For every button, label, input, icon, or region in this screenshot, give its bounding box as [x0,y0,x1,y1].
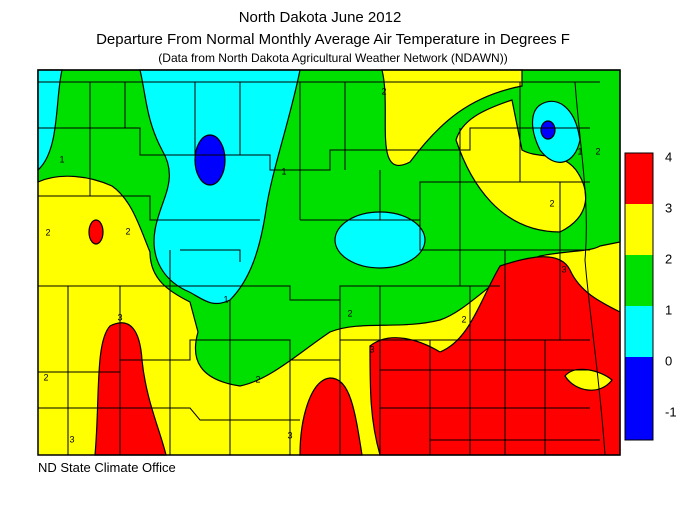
contour-label: 1 [59,154,64,164]
region-red-southeast [369,256,621,456]
region-cyan-northwest [37,69,63,172]
contour-label: 2 [43,372,48,382]
legend-band [625,153,653,204]
legend-tick-label: 4 [665,149,672,164]
legend-tick-label: 2 [665,251,672,266]
contour-label: 1 [577,146,582,156]
region-red-southwest [94,322,167,456]
region-blue-small [540,120,556,140]
contour-label: 2 [595,146,600,156]
contour-label: 2 [45,227,50,237]
contour-label: 1 [281,166,286,176]
legend: 4 3 2 1 0 -1 [624,149,677,441]
region-red-spot [88,219,104,245]
region-cyan-northeast [531,100,581,163]
region-yellow-north [381,69,523,166]
legend-band [625,306,653,357]
contour-label: 3 [561,264,566,274]
region-cyan-north [139,69,301,305]
region-yellow-east [455,99,587,233]
legend-band [625,255,653,306]
subtitle: Departure From Normal Monthly Average Ai… [96,31,570,48]
legend-tick-label: 1 [665,302,672,317]
region-red-south [299,377,363,456]
footer: ND State Climate Office [38,460,176,475]
county-lines [38,81,606,456]
contour-label: 3 [117,312,122,322]
legend-border [624,152,654,441]
contour-labels: 2 1 1 2 2 1 2 3 3 2 2 3 3 2 3 1 2 2 [43,86,600,444]
source: (Data from North Dakota Agricultural Wea… [158,51,507,65]
legend-band [625,357,653,440]
contour-label: 2 [255,374,260,384]
contour-label: 2 [347,308,352,318]
contour-label: 3 [287,430,292,440]
region-blue [194,134,226,186]
title: North Dakota June 2012 [239,9,402,26]
contour-label: 2 [125,226,130,236]
contour-label: 2 [461,314,466,324]
map-border [37,69,621,456]
legend-band [625,204,653,255]
map: 2 1 1 2 2 1 2 3 3 2 2 3 3 2 3 1 2 2 [37,69,621,456]
contour-label: 1 [223,294,228,304]
legend-tick-label: 0 [665,353,672,368]
contour-label: 2 [549,198,554,208]
contour-label: 3 [69,434,74,444]
contour-label: 3 [369,344,374,354]
legend-tick-label: -1 [665,404,677,419]
legend-tick-label: 3 [665,200,672,215]
contour-label: 2 [381,86,386,96]
